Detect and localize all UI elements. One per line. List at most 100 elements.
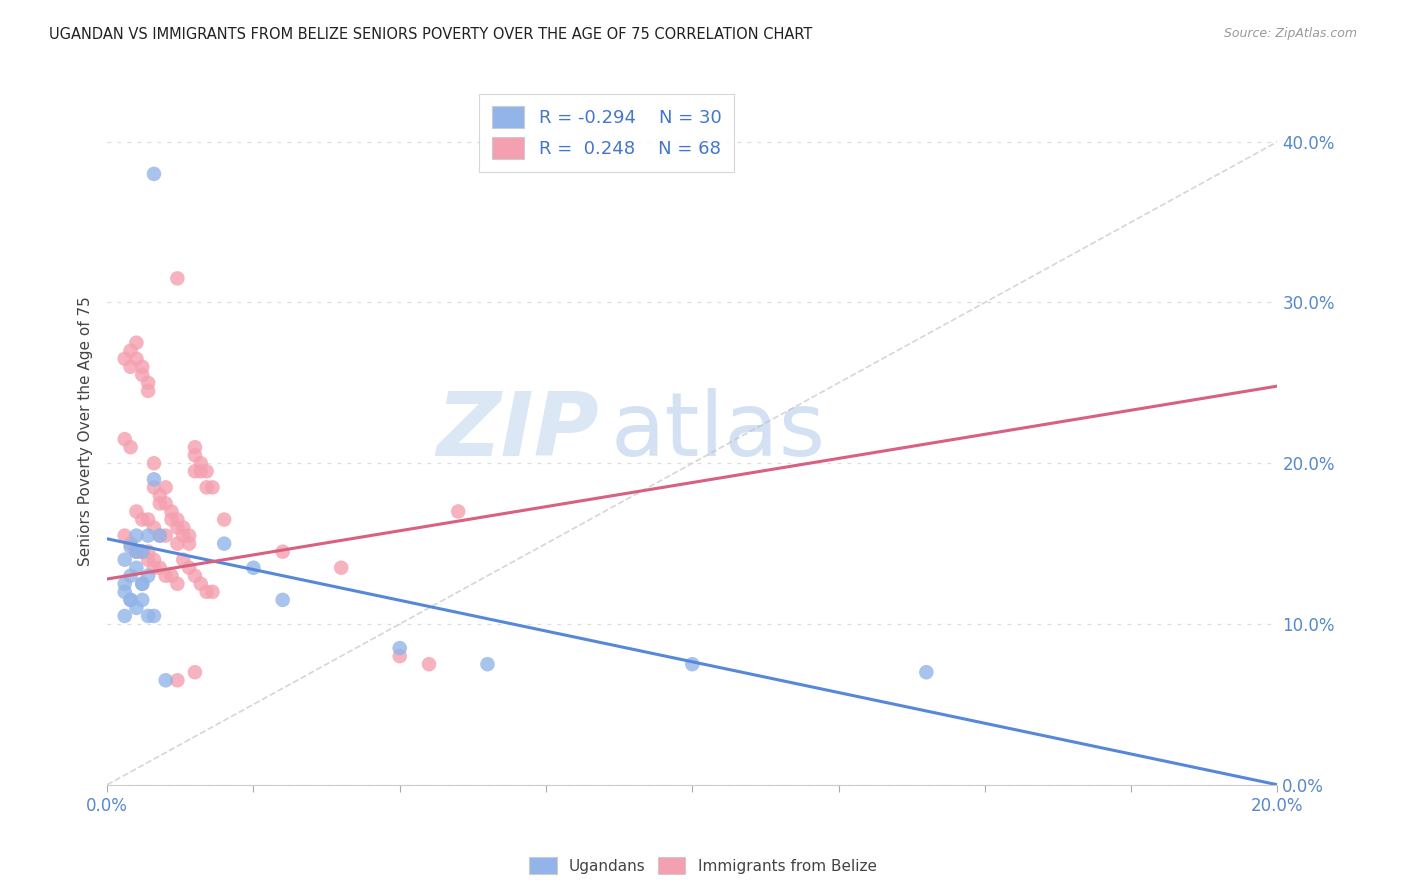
Point <box>388 641 411 656</box>
Point <box>190 576 212 591</box>
Point <box>477 657 499 672</box>
Point <box>136 552 159 566</box>
Point <box>125 544 148 558</box>
Point <box>166 520 188 534</box>
Point <box>114 585 136 599</box>
Point <box>136 609 159 624</box>
Point <box>195 585 218 599</box>
Point <box>143 456 166 470</box>
Point <box>447 504 470 518</box>
Text: Source: ZipAtlas.com: Source: ZipAtlas.com <box>1223 27 1357 40</box>
Text: UGANDAN VS IMMIGRANTS FROM BELIZE SENIORS POVERTY OVER THE AGE OF 75 CORRELATION: UGANDAN VS IMMIGRANTS FROM BELIZE SENIOR… <box>49 27 813 42</box>
Point <box>160 504 183 518</box>
Point <box>136 376 159 390</box>
Point <box>681 657 703 672</box>
Point <box>131 368 153 382</box>
Point <box>120 593 142 607</box>
Point <box>125 504 148 518</box>
Point <box>114 576 136 591</box>
Point <box>160 568 183 582</box>
Point <box>184 568 207 582</box>
Legend: Ugandans, Immigrants from Belize: Ugandans, Immigrants from Belize <box>523 851 883 880</box>
Point <box>131 544 153 558</box>
Point <box>190 464 212 478</box>
Point <box>195 480 218 494</box>
Point <box>143 552 166 566</box>
Point <box>166 512 188 526</box>
Point <box>184 665 207 680</box>
Point <box>120 343 142 358</box>
Point <box>172 520 194 534</box>
Point <box>125 335 148 350</box>
Legend: R = -0.294    N = 30, R =  0.248    N = 68: R = -0.294 N = 30, R = 0.248 N = 68 <box>479 94 734 172</box>
Point <box>114 528 136 542</box>
Point <box>131 359 153 374</box>
Point <box>388 649 411 664</box>
Point <box>125 528 148 542</box>
Point <box>201 480 224 494</box>
Y-axis label: Seniors Poverty Over the Age of 75: Seniors Poverty Over the Age of 75 <box>79 296 93 566</box>
Point <box>136 384 159 398</box>
Point <box>114 609 136 624</box>
Point <box>125 544 148 558</box>
Point <box>136 544 159 558</box>
Point <box>143 560 166 574</box>
Point <box>201 585 224 599</box>
Point <box>155 568 177 582</box>
Point <box>184 440 207 454</box>
Point <box>166 576 188 591</box>
Point <box>177 560 200 574</box>
Point <box>120 440 142 454</box>
Point <box>166 536 188 550</box>
Point <box>114 351 136 366</box>
Point <box>177 536 200 550</box>
Point <box>212 512 235 526</box>
Point <box>190 456 212 470</box>
Point <box>143 167 166 181</box>
Point <box>271 593 294 607</box>
Point <box>131 576 153 591</box>
Point <box>172 552 194 566</box>
Point <box>271 544 294 558</box>
Point <box>120 568 142 582</box>
Point <box>330 560 353 574</box>
Point <box>131 593 153 607</box>
Text: atlas: atlas <box>610 388 825 475</box>
Point <box>131 544 153 558</box>
Point <box>131 544 153 558</box>
Point <box>125 351 148 366</box>
Point <box>155 480 177 494</box>
Point <box>149 528 172 542</box>
Point <box>131 512 153 526</box>
Point <box>149 560 172 574</box>
Point <box>166 271 188 285</box>
Point <box>120 536 142 550</box>
Point <box>136 568 159 582</box>
Point <box>160 512 183 526</box>
Point <box>184 448 207 462</box>
Point <box>149 496 172 510</box>
Point <box>166 673 188 688</box>
Point <box>143 472 166 486</box>
Point <box>155 528 177 542</box>
Point <box>155 673 177 688</box>
Point <box>418 657 440 672</box>
Point <box>136 528 159 542</box>
Point <box>155 496 177 510</box>
Point <box>143 520 166 534</box>
Point <box>915 665 938 680</box>
Point <box>177 528 200 542</box>
Point <box>125 544 148 558</box>
Point <box>149 528 172 542</box>
Point <box>125 560 148 574</box>
Point <box>125 601 148 615</box>
Point <box>149 488 172 502</box>
Point <box>184 464 207 478</box>
Point <box>114 552 136 566</box>
Point <box>195 464 218 478</box>
Point <box>114 432 136 446</box>
Point <box>120 540 142 554</box>
Point <box>242 560 264 574</box>
Point <box>143 609 166 624</box>
Point <box>136 512 159 526</box>
